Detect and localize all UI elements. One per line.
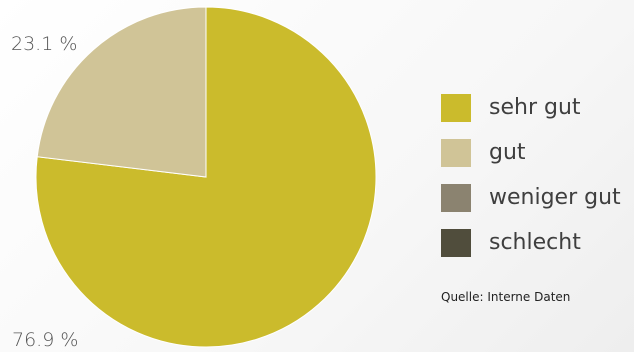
legend-label-sehr-gut: sehr gut (489, 95, 581, 120)
legend-swatch-sehr-gut (441, 93, 471, 122)
pie-slice-sehr-gut (35, 6, 377, 348)
legend-label-gut: gut (489, 140, 526, 165)
slice-label-gut: 23.1 % (11, 33, 78, 55)
legend-item-weniger-gut: weniger gut (441, 183, 621, 212)
legend-label-weniger-gut: weniger gut (489, 185, 621, 210)
legend-item-sehr-gut: sehr gut (441, 93, 621, 122)
legend: sehr gut gut weniger gut schlecht (441, 93, 621, 273)
legend-item-schlecht: schlecht (441, 228, 621, 257)
legend-item-gut: gut (441, 138, 621, 167)
pie-slice-gut (36, 6, 207, 178)
slice-label-sehr-gut: 76.9 % (12, 329, 79, 351)
source-note: Quelle: Interne Daten (441, 290, 571, 304)
legend-swatch-weniger-gut (441, 183, 471, 212)
legend-swatch-schlecht (441, 228, 471, 257)
legend-swatch-gut (441, 138, 471, 167)
legend-label-schlecht: schlecht (489, 230, 581, 255)
